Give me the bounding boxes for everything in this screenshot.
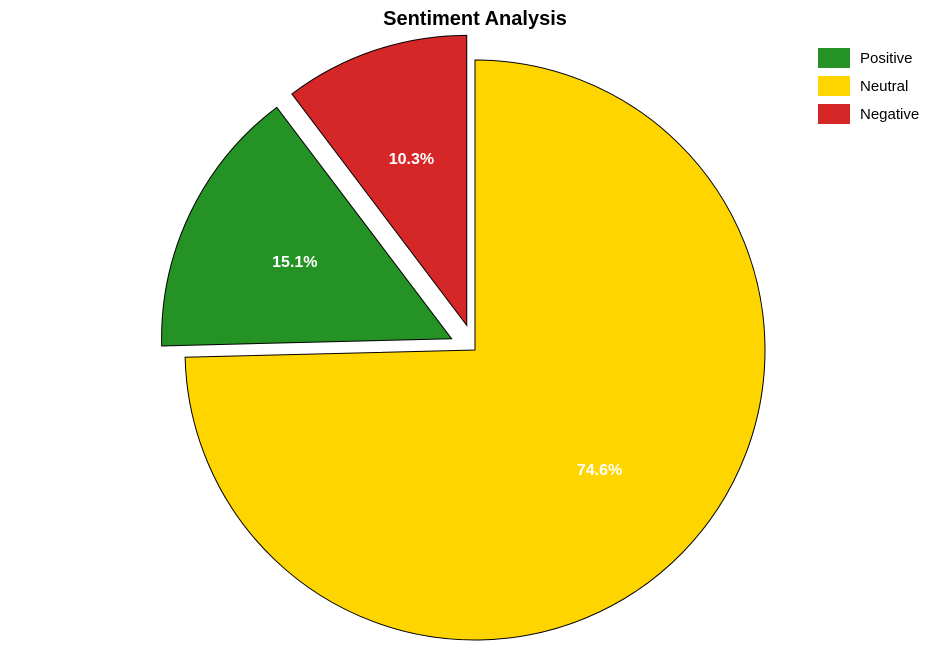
legend-label-neutral: Neutral (860, 78, 908, 95)
legend-label-negative: Negative (860, 106, 919, 123)
legend: Positive Neutral Negative (818, 46, 919, 130)
legend-swatch-positive (818, 48, 850, 68)
pie-slice-label-negative: 10.3% (389, 151, 434, 169)
legend-swatch-negative (818, 104, 850, 124)
sentiment-pie-chart: Sentiment Analysis PositiveNeutralNegati… (0, 0, 950, 662)
pie-svg (0, 0, 950, 662)
legend-item-positive: Positive (818, 46, 919, 70)
pie-slice-label-positive: 15.1% (272, 254, 317, 272)
legend-label-positive: Positive (860, 50, 913, 67)
legend-item-neutral: Neutral (818, 74, 919, 98)
legend-item-negative: Negative (818, 102, 919, 126)
legend-swatch-neutral (818, 76, 850, 96)
pie-slice-label-neutral: 74.6% (577, 462, 622, 480)
